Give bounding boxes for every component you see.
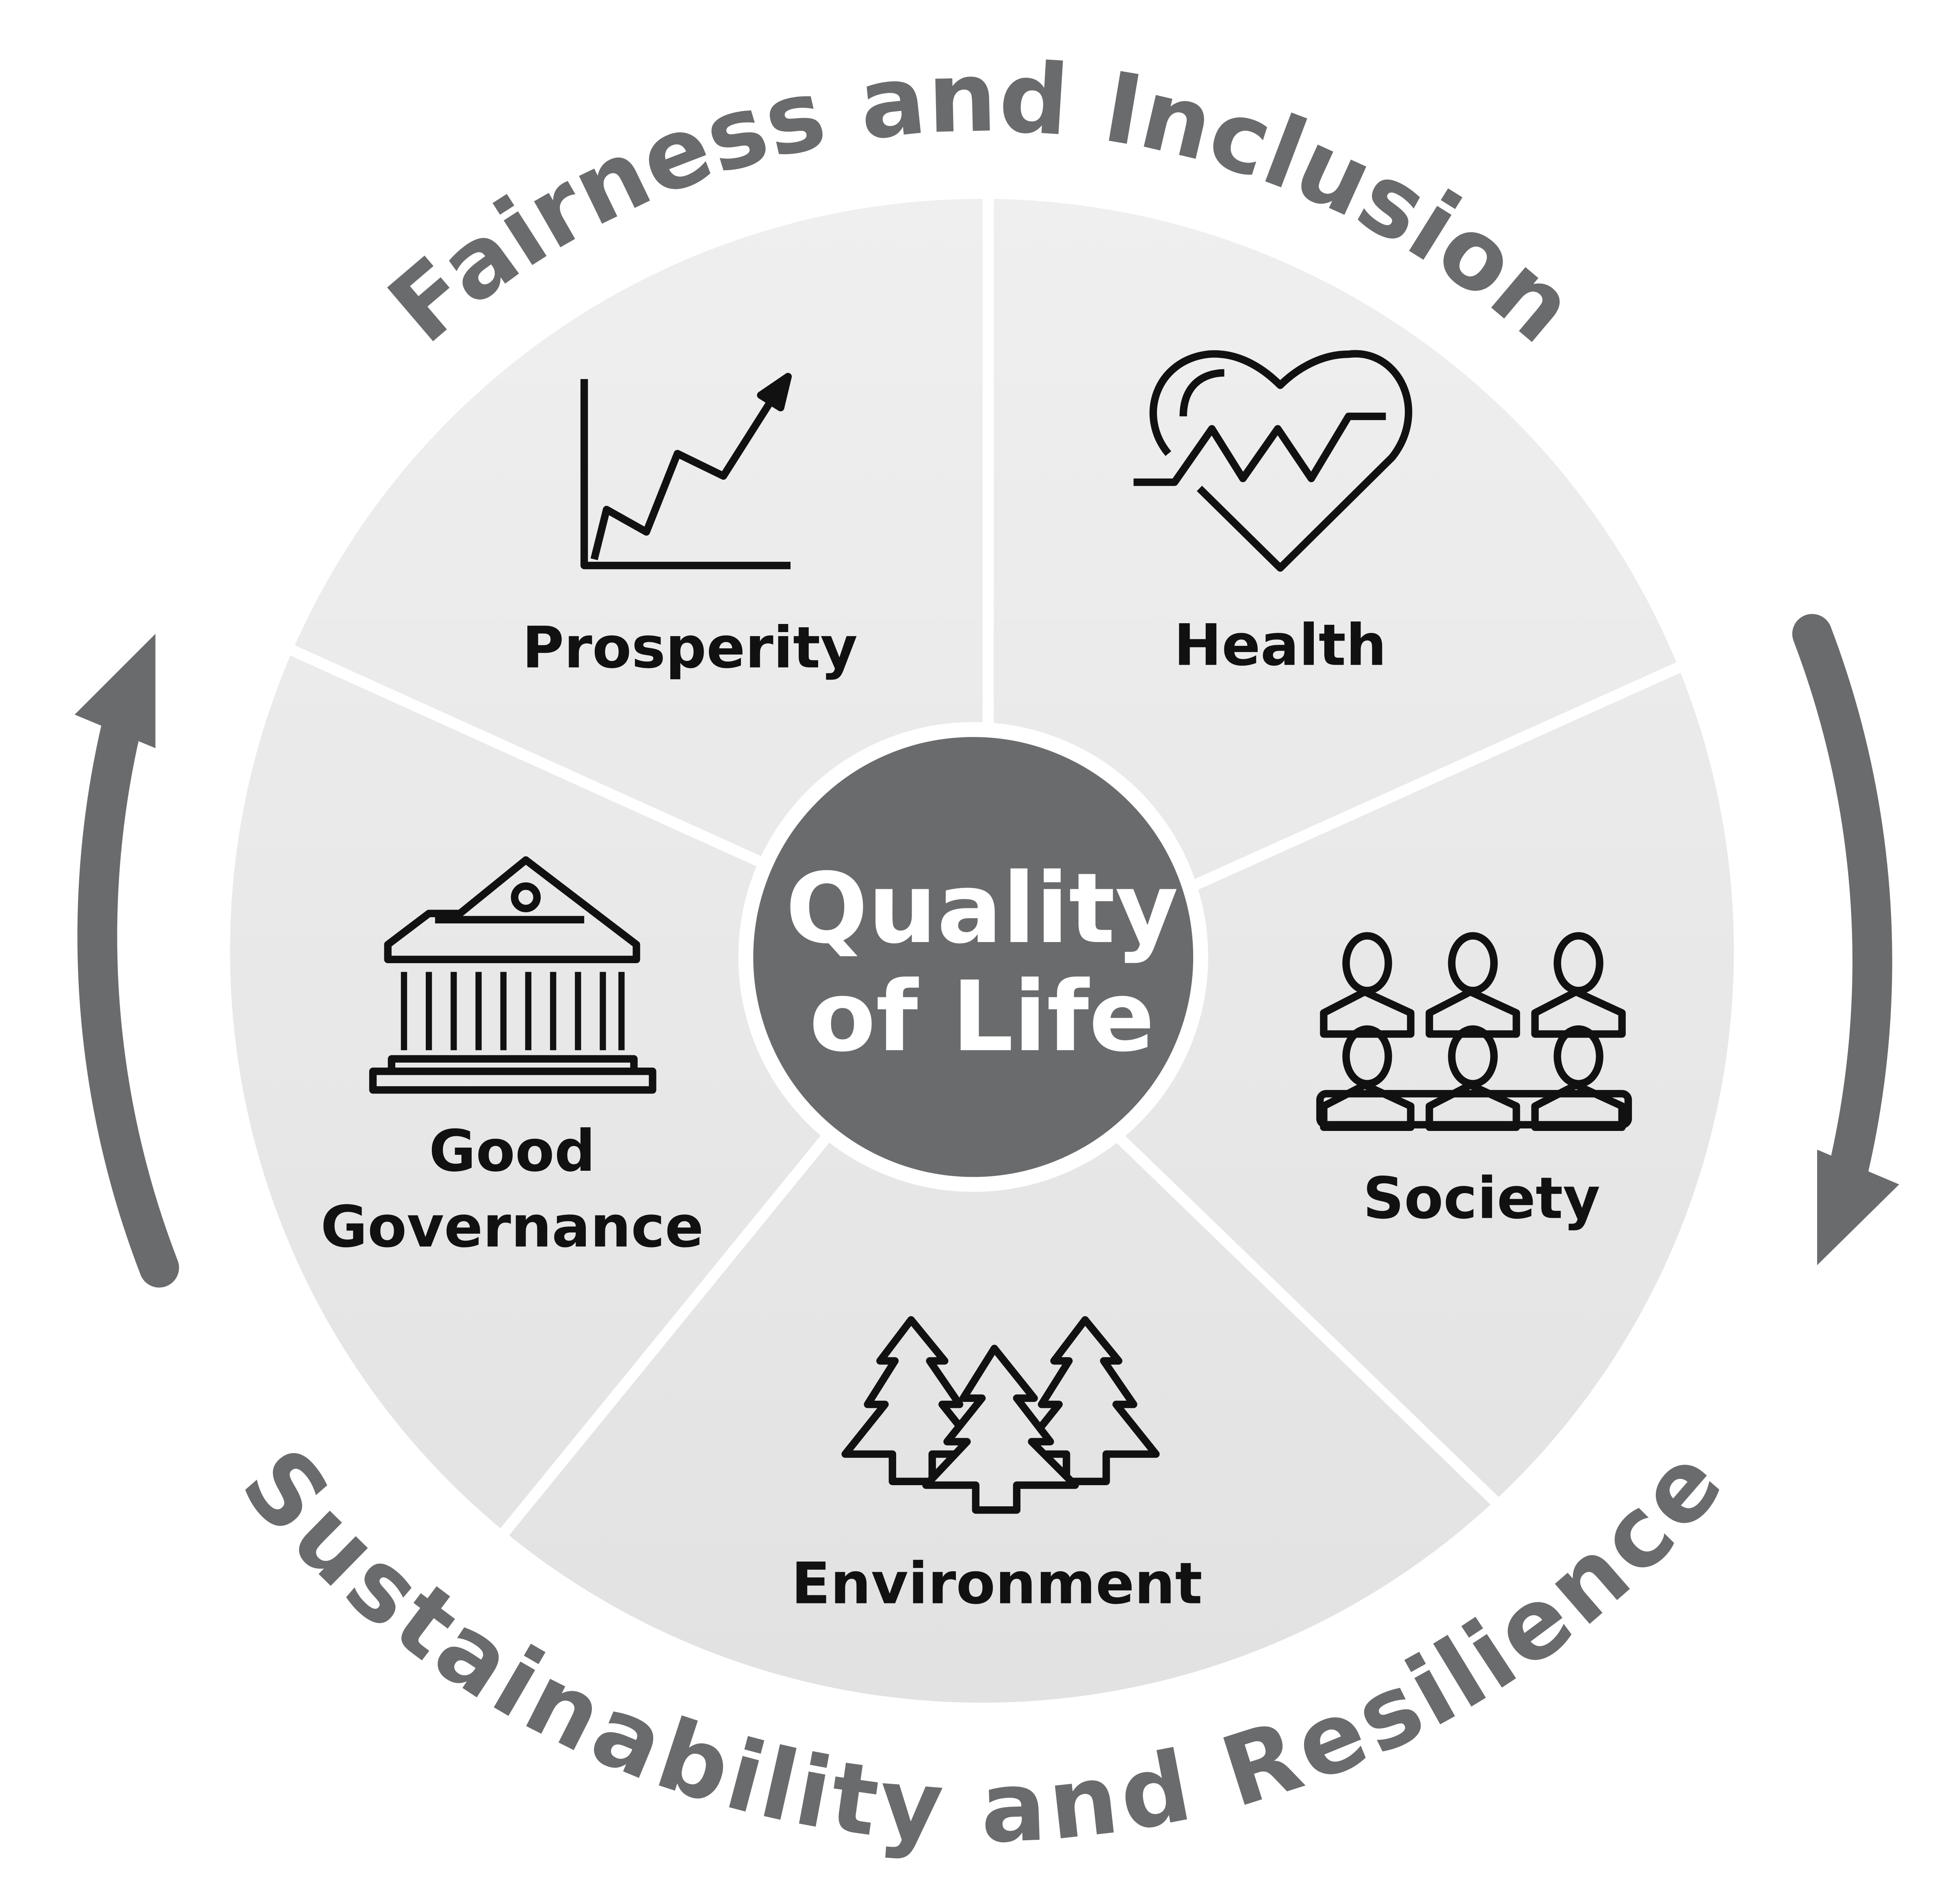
environment-icon bbox=[841, 1316, 1160, 1514]
segment-label: Good bbox=[429, 1118, 596, 1185]
prosperity-icon bbox=[580, 373, 792, 570]
center-circle bbox=[738, 722, 1208, 1192]
society-icon bbox=[1316, 936, 1632, 1127]
segment-label: Environment bbox=[791, 1551, 1202, 1617]
center-line: Quality bbox=[786, 852, 1179, 965]
health-icon bbox=[1133, 350, 1413, 572]
governance-icon bbox=[369, 856, 656, 1094]
segment-label: Prosperity bbox=[522, 615, 858, 681]
dividers bbox=[281, 186, 1687, 1545]
segment-label: Governance bbox=[321, 1194, 704, 1261]
center-line: of Life bbox=[809, 960, 1155, 1073]
segment-label: Society bbox=[1363, 1165, 1600, 1232]
cycle-arrow bbox=[74, 634, 179, 1288]
cycle-arrow bbox=[1792, 614, 1899, 1265]
segment-label: Health bbox=[1174, 612, 1387, 679]
